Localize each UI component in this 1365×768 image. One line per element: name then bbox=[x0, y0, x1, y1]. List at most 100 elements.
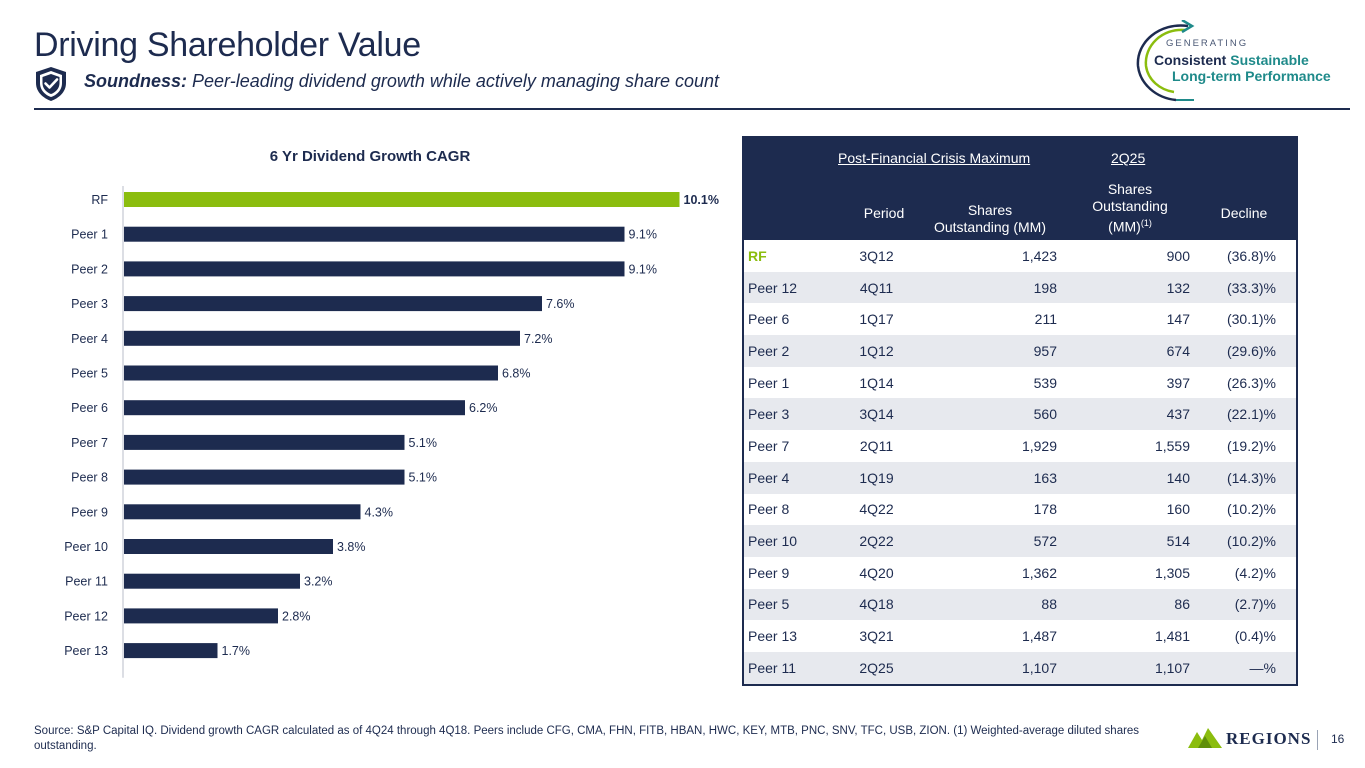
row-name: Peer 8 bbox=[748, 501, 790, 518]
dividend-growth-chart: RF 10.1% Peer 1 9.1% Peer 2 9.1% Peer 3 7.6% Pee… bbox=[64, 186, 719, 678]
page-number: 16 bbox=[1331, 732, 1345, 746]
row-decline: (33.3)% bbox=[1226, 279, 1276, 296]
row-name: Peer 9 bbox=[748, 564, 790, 581]
category-label: Peer 2 bbox=[71, 262, 108, 276]
chart-title: 6 Yr Dividend Growth CAGR bbox=[269, 148, 471, 165]
footer-divider bbox=[1317, 730, 1318, 750]
badge-line-2: Long-term Performance bbox=[1172, 68, 1331, 84]
row-shares-crisis: 1,362 bbox=[1021, 564, 1057, 581]
table-row: Peer 1 1Q14 539 397 (26.3)% bbox=[744, 367, 1296, 399]
value-label: 6.2% bbox=[469, 401, 498, 415]
regions-logo: REGIONS bbox=[1188, 726, 1318, 750]
bar bbox=[124, 330, 520, 346]
table-row: Peer 9 4Q20 1,362 1,305 (4.2)% bbox=[744, 557, 1296, 589]
header-group-post-crisis: Post-Financial Crisis Maximum bbox=[838, 150, 1031, 166]
row-name: Peer 6 bbox=[748, 311, 790, 328]
performance-badge: GENERATING Consistent Sustainable Long-t… bbox=[1130, 20, 1350, 102]
footnote-marker: (1) bbox=[1140, 218, 1152, 229]
row-shares-2q25: 1,107 bbox=[1154, 659, 1190, 676]
row-decline: (30.1)% bbox=[1226, 311, 1276, 328]
row-name: Peer 2 bbox=[748, 342, 790, 359]
value-label: 5.1% bbox=[409, 471, 438, 485]
value-label: 9.1% bbox=[629, 262, 658, 276]
row-name: Peer 12 bbox=[748, 279, 798, 296]
table-row: Peer 2 1Q12 957 674 (29.6)% bbox=[744, 335, 1296, 367]
value-label: 3.8% bbox=[337, 540, 366, 554]
bar bbox=[124, 608, 278, 624]
row-period: 4Q22 bbox=[859, 501, 894, 518]
table-row: Peer 7 2Q11 1,929 1,559 (19.2)% bbox=[744, 430, 1296, 462]
row-shares-crisis: 1,487 bbox=[1021, 628, 1057, 645]
row-shares-2q25: 147 bbox=[1166, 311, 1190, 328]
row-shares-2q25: 674 bbox=[1166, 342, 1190, 359]
category-label: Peer 11 bbox=[65, 575, 108, 589]
header-divider bbox=[34, 108, 1350, 110]
table-header: Post-Financial Crisis Maximum 2Q25 Perio… bbox=[744, 138, 1296, 240]
category-label: Peer 9 bbox=[71, 505, 108, 519]
value-label: 10.1% bbox=[684, 193, 719, 207]
row-shares-2q25: 900 bbox=[1166, 247, 1190, 264]
row-shares-crisis: 539 bbox=[1033, 374, 1057, 391]
value-label: 6.8% bbox=[502, 367, 531, 381]
bar bbox=[124, 226, 625, 242]
bar bbox=[124, 643, 218, 659]
category-label: Peer 4 bbox=[71, 332, 108, 346]
row-shares-crisis: 1,423 bbox=[1021, 247, 1057, 264]
header-shares-crisis: Shares Outstanding (MM) bbox=[933, 202, 1047, 235]
row-name: Peer 5 bbox=[748, 596, 790, 613]
logo-wordmark: REGIONS bbox=[1226, 729, 1312, 748]
bar bbox=[124, 504, 361, 520]
bar bbox=[124, 192, 680, 207]
badge-line-1: Consistent Sustainable bbox=[1154, 52, 1309, 68]
row-name: Peer 4 bbox=[748, 469, 790, 486]
header-group-2q25: 2Q25 bbox=[1111, 150, 1146, 166]
table-row: Peer 11 2Q25 1,107 1,107 —% bbox=[744, 651, 1296, 684]
table-row: Peer 8 4Q22 178 160 (10.2)% bbox=[744, 494, 1296, 526]
category-label: Peer 6 bbox=[71, 401, 108, 415]
row-decline: (2.7)% bbox=[1234, 596, 1276, 613]
table-row: RF 3Q12 1,423 900 (36.8)% bbox=[744, 240, 1296, 272]
row-name: RF bbox=[748, 247, 767, 264]
row-decline: (22.1)% bbox=[1226, 406, 1276, 423]
table-row: Peer 6 1Q17 211 147 (30.1)% bbox=[744, 303, 1296, 335]
row-shares-crisis: 88 bbox=[1041, 596, 1057, 613]
table-body: RF 3Q12 1,423 900 (36.8)% Peer 12 4Q11 198 132 (3… bbox=[744, 240, 1296, 684]
category-label: Peer 10 bbox=[64, 540, 108, 554]
shield-check-icon bbox=[36, 67, 66, 101]
bar bbox=[124, 296, 542, 312]
category-label: Peer 5 bbox=[71, 367, 108, 381]
row-period: 2Q25 bbox=[859, 659, 894, 676]
category-label: RF bbox=[91, 193, 108, 207]
row-shares-crisis: 163 bbox=[1033, 469, 1057, 486]
badge-word-consistent: Consistent bbox=[1154, 52, 1227, 68]
row-period: 2Q11 bbox=[859, 437, 894, 454]
row-name: Peer 11 bbox=[748, 659, 796, 676]
badge-word-sustainable: Sustainable bbox=[1230, 52, 1309, 68]
row-shares-2q25: 132 bbox=[1166, 279, 1190, 296]
value-label: 2.8% bbox=[282, 609, 311, 623]
category-label: Peer 7 bbox=[71, 436, 108, 450]
row-shares-2q25: 140 bbox=[1166, 469, 1190, 486]
row-decline: (29.6)% bbox=[1226, 342, 1276, 359]
table-row: Peer 5 4Q18 88 86 (2.7)% bbox=[744, 588, 1296, 621]
bar bbox=[124, 434, 405, 450]
row-decline: (19.2)% bbox=[1226, 437, 1276, 454]
bar bbox=[124, 400, 465, 416]
row-period: 1Q17 bbox=[859, 311, 894, 328]
value-label: 3.2% bbox=[304, 575, 333, 589]
row-shares-2q25: 514 bbox=[1166, 533, 1190, 550]
value-label: 7.6% bbox=[546, 297, 575, 311]
row-period: 3Q14 bbox=[859, 406, 894, 423]
row-shares-crisis: 572 bbox=[1033, 533, 1057, 550]
row-shares-2q25: 1,559 bbox=[1154, 437, 1190, 454]
page-subtitle: Soundness: Peer-leading dividend growth … bbox=[84, 71, 719, 92]
category-label: Peer 13 bbox=[64, 644, 108, 658]
bar bbox=[124, 573, 300, 589]
value-label: 4.3% bbox=[365, 505, 394, 519]
header-shares-2q25: Shares Outstanding (MM)(1) bbox=[1080, 181, 1180, 236]
row-shares-2q25: 160 bbox=[1166, 501, 1190, 518]
arrow-circle-icon bbox=[1136, 20, 1195, 102]
value-label: 9.1% bbox=[629, 228, 658, 242]
bar bbox=[124, 261, 625, 277]
row-shares-crisis: 198 bbox=[1033, 279, 1057, 296]
